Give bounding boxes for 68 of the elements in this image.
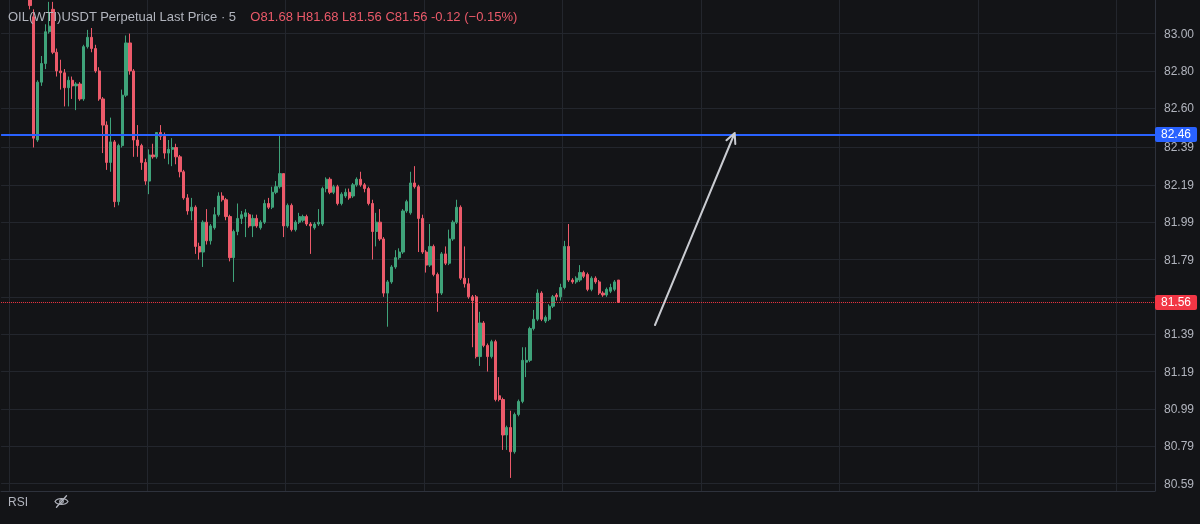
- candlestick: [301, 214, 305, 223]
- candlestick: [286, 202, 289, 229]
- candlestick: [332, 184, 335, 195]
- candlestick: [509, 410, 512, 479]
- candlestick: [113, 139, 116, 208]
- candlestick: [490, 339, 493, 359]
- candlestick: [505, 425, 508, 451]
- candlestick: [336, 184, 339, 206]
- candlestick: [578, 264, 582, 283]
- candlestick: [201, 219, 205, 268]
- text: O81.68 H81.68 L81.56 C81.56 -0.12 (−0.15%): [250, 9, 518, 24]
- y-tick-label: 81.99: [1164, 215, 1195, 230]
- candlestick: [251, 214, 255, 238]
- candlestick: [440, 251, 443, 296]
- candlestick: [375, 212, 378, 247]
- candlestick: [244, 208, 247, 238]
- candlestick: [617, 279, 620, 303]
- candlestick: [267, 197, 270, 210]
- candlestick: [74, 81, 78, 111]
- candlestick: [278, 133, 282, 190]
- candlestick: [71, 76, 74, 100]
- candlestick: [444, 245, 447, 266]
- candlestick: [78, 81, 82, 102]
- y-tick-label: 82.80: [1164, 63, 1195, 78]
- y-tick-label: 82.60: [1164, 101, 1195, 116]
- y-tick-label: 82.39: [1164, 140, 1195, 155]
- candlestick: [494, 339, 497, 402]
- y-tick-label: 82.19: [1164, 177, 1195, 192]
- candlestick: [348, 188, 351, 201]
- y-tick-label: 81.79: [1164, 252, 1195, 267]
- candlestick: [109, 117, 112, 173]
- candlestick: [605, 287, 608, 298]
- candlestick: [340, 191, 343, 206]
- y-tick-label: 80.59: [1164, 476, 1195, 491]
- y-tick-label: 83.00: [1164, 26, 1195, 41]
- candlestick: [290, 202, 293, 232]
- candlestick: [67, 76, 70, 107]
- ref-line-label: 81.56: [1161, 295, 1192, 310]
- text: RSI: [8, 495, 29, 509]
- candlestick: [590, 275, 593, 292]
- y-tick-label: 81.39: [1164, 327, 1195, 342]
- candlestick: [282, 173, 285, 238]
- candlestick: [28, 0, 32, 10]
- candlestick: [428, 223, 432, 268]
- candlestick: [328, 176, 332, 195]
- candlestick: [540, 290, 543, 322]
- y-tick-label: 80.79: [1164, 439, 1195, 454]
- candlestick: [255, 214, 258, 229]
- candlestick: [478, 311, 482, 367]
- candlestick: [409, 171, 412, 216]
- candlestick: [190, 197, 193, 221]
- candlestick: [613, 279, 616, 292]
- candlestick: [567, 223, 570, 283]
- candlestick: [171, 137, 174, 167]
- y-tick-label: 81.19: [1164, 364, 1195, 379]
- candlestick: [555, 292, 558, 302]
- candlestick: [148, 148, 151, 195]
- candlestick: [598, 279, 601, 296]
- candlestick: [359, 171, 362, 188]
- candlestick: [475, 294, 478, 359]
- candlestick: [205, 208, 208, 246]
- candlestick: [151, 143, 155, 160]
- candlestick: [586, 272, 589, 292]
- candlestick: [609, 283, 612, 294]
- candlestick: [248, 212, 251, 229]
- y-tick-label: 80.99: [1164, 401, 1195, 416]
- ref-line-label: 82.46: [1161, 127, 1192, 142]
- candlestick: [167, 139, 170, 165]
